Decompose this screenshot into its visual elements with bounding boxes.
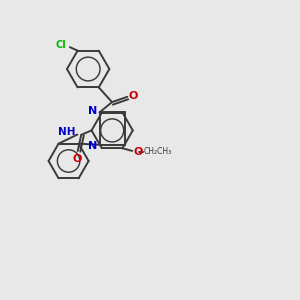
Text: O: O xyxy=(129,91,138,101)
Text: CH₂CH₃: CH₂CH₃ xyxy=(144,147,172,156)
Text: Cl: Cl xyxy=(56,40,66,50)
Text: N: N xyxy=(88,141,97,151)
Text: O: O xyxy=(72,154,82,164)
Text: N: N xyxy=(88,106,97,116)
Text: O: O xyxy=(134,147,143,157)
Text: NH: NH xyxy=(58,127,76,137)
